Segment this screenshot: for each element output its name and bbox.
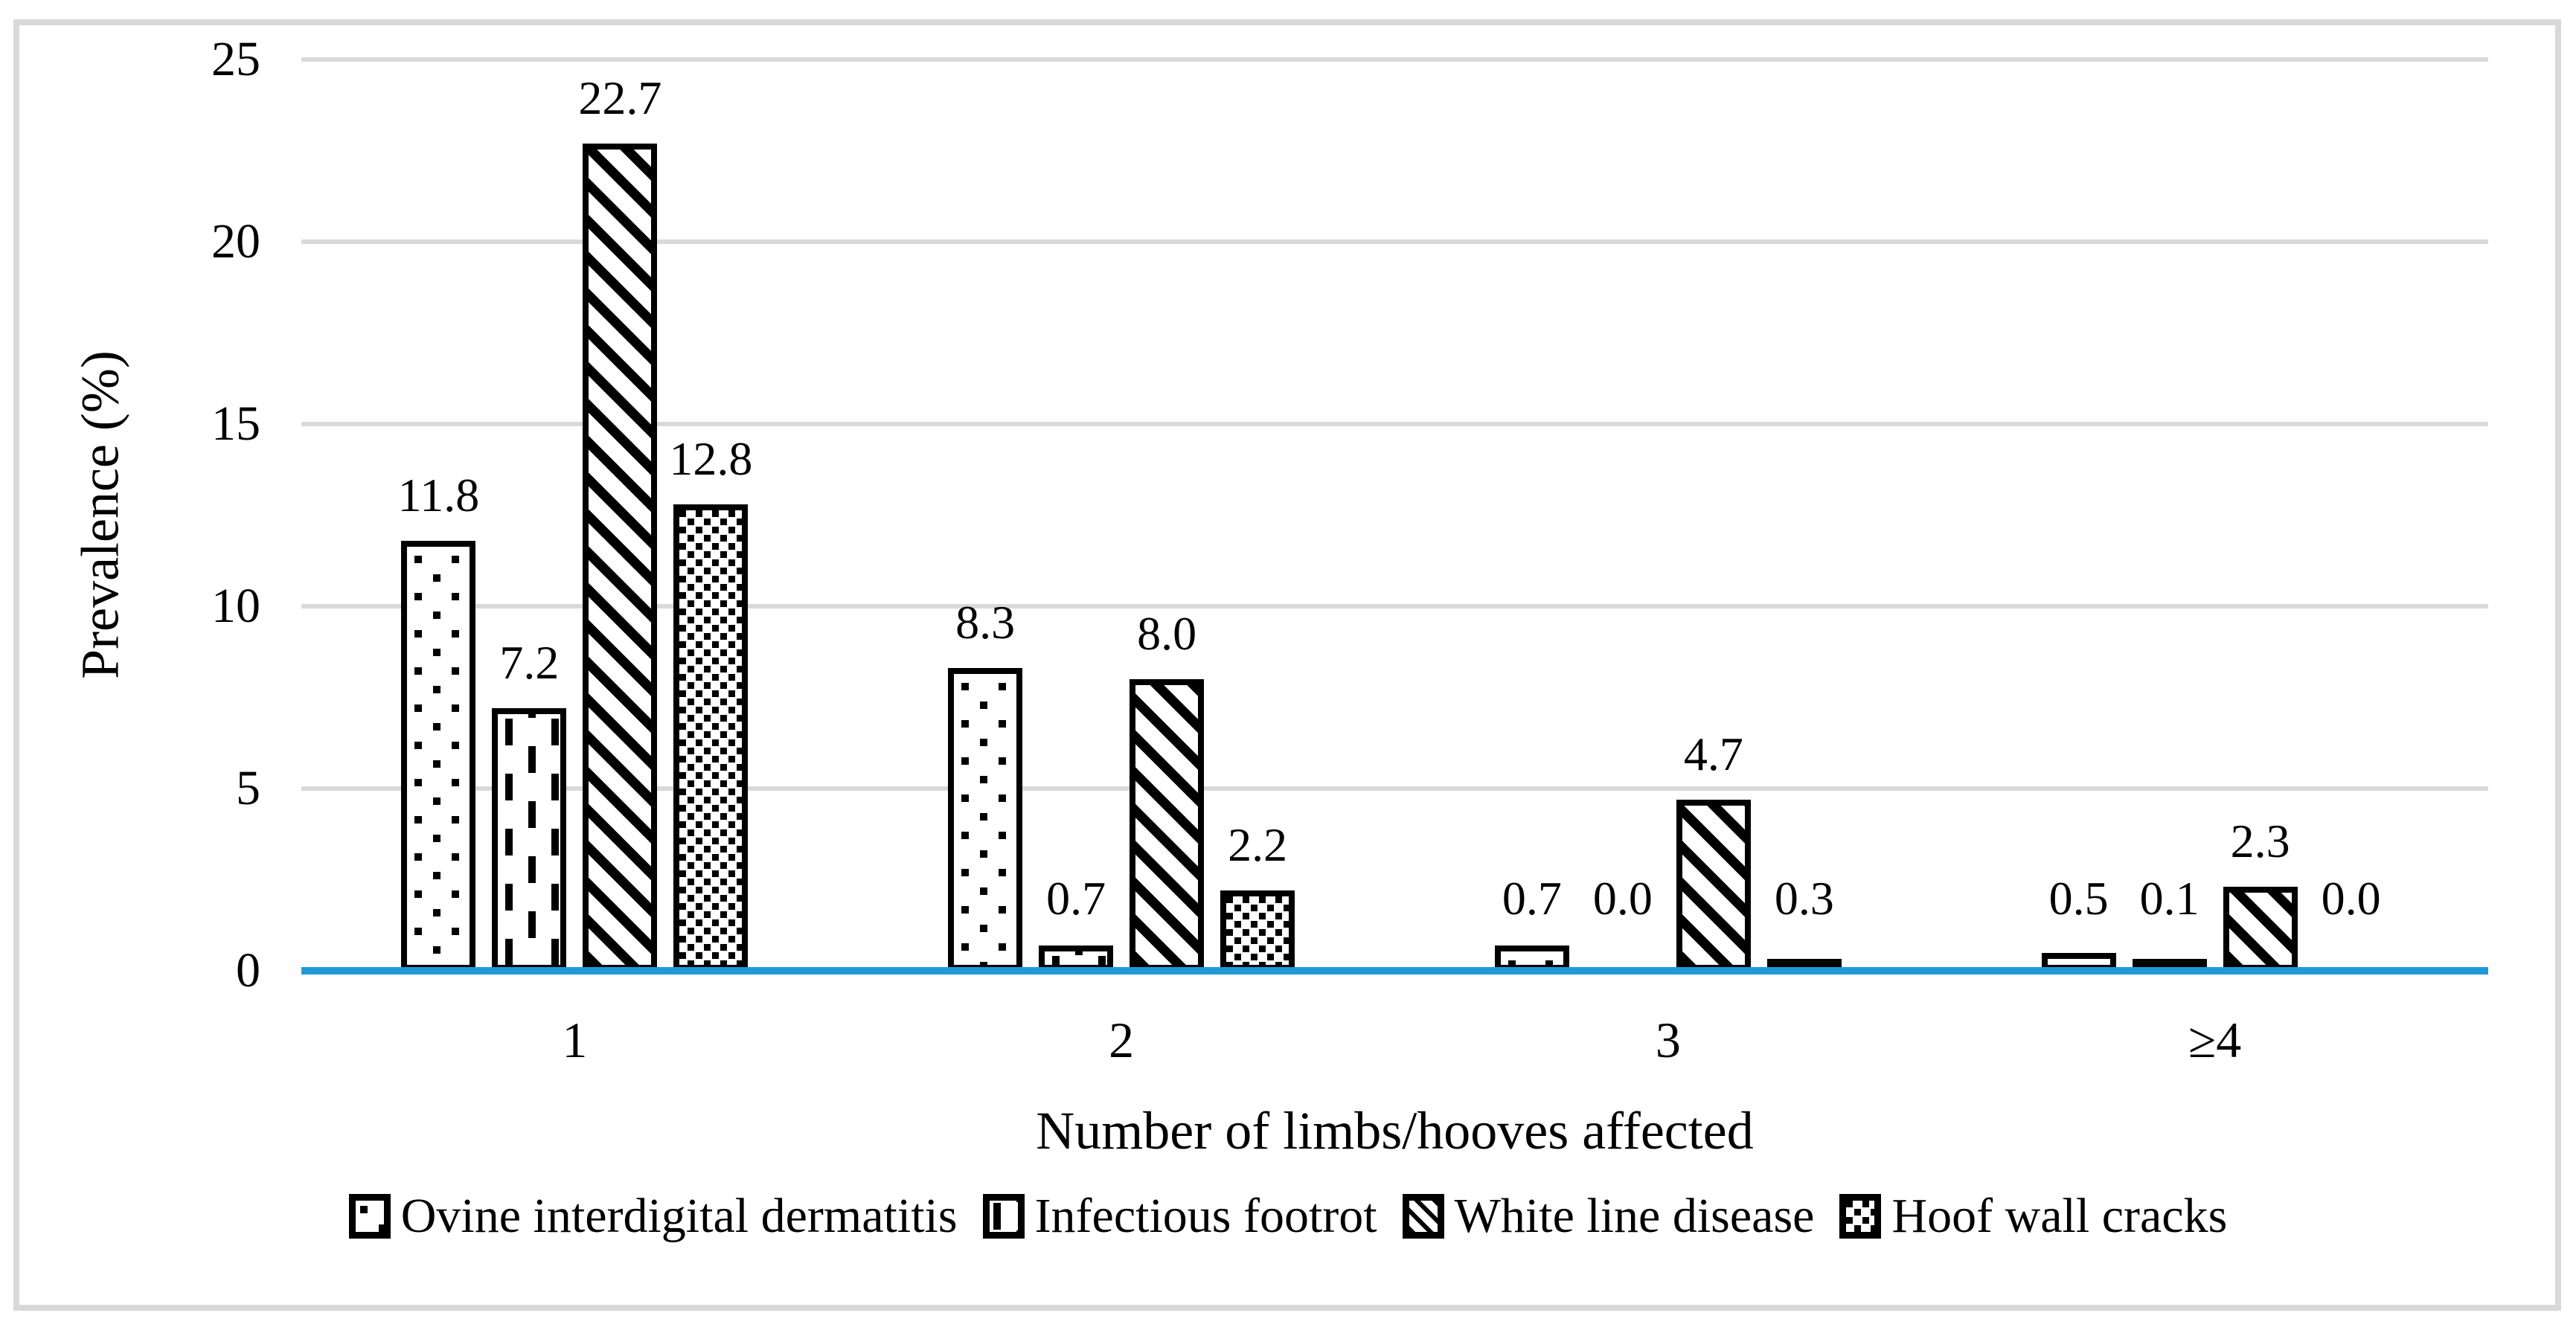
bar-value-label-hoof-wall-cracks-2: 2.2 bbox=[1228, 818, 1288, 872]
bar-cell-hoof-wall-cracks--4: 0.0 bbox=[2314, 60, 2388, 971]
bar-value-label-white-line-disease-1: 22.7 bbox=[578, 71, 662, 124]
bar-cell-infectious-footrot--4: 0.1 bbox=[2132, 60, 2207, 971]
bar-groups: 11.8 7.2 22.7 12.8 1 8.3 0.7 8.0 2.2 2 0.7 0.0 4.7 0.… bbox=[301, 60, 2488, 1066]
bar-hoof-wall-cracks-1 bbox=[673, 504, 749, 971]
bar-value-label-ovine-interdigital-dermatitis-3: 0.7 bbox=[1502, 872, 1562, 925]
category-label-3: 3 bbox=[1655, 1012, 1681, 1068]
bar-value-label-infectious-footrot--4: 0.1 bbox=[2139, 872, 2199, 925]
legend-label-hoof-wall-cracks: Hoof wall cracks bbox=[1891, 1189, 2228, 1243]
bar-white-line-disease-1 bbox=[583, 143, 658, 971]
bar-ovine-interdigital-dermatitis-2 bbox=[948, 668, 1023, 971]
bar-cell-infectious-footrot-3: 0.0 bbox=[1586, 60, 1660, 971]
category-label-1: 1 bbox=[562, 1012, 588, 1068]
bar-value-label-ovine-interdigital-dermatitis-1: 11.8 bbox=[397, 468, 480, 521]
bar-cell-hoof-wall-cracks-1: 12.8 bbox=[669, 60, 752, 971]
legend-item-hoof-wall-cracks: Hoof wall cracks bbox=[1839, 1190, 2227, 1242]
legend-swatch-vertical-dashes-icon bbox=[982, 1194, 1025, 1239]
gridline-15 bbox=[301, 422, 2488, 426]
category-group-1: 11.8 7.2 22.7 12.8 1 bbox=[301, 60, 848, 1066]
category-group-3: 0.7 0.0 4.7 0.3 3 bbox=[1395, 60, 1942, 1066]
bar-cell-ovine-interdigital-dermatitis-1: 11.8 bbox=[398, 60, 479, 971]
bar-infectious-footrot-1 bbox=[492, 708, 567, 971]
y-tick-label-25: 25 bbox=[211, 32, 260, 86]
category-label--4: ≥4 bbox=[2188, 1012, 2242, 1068]
bar-hoof-wall-cracks-2 bbox=[1220, 890, 1295, 971]
legend-item-ovine-interdigital-dermatitis: Ovine interdigital dermatitis bbox=[348, 1189, 958, 1243]
bar-cell-hoof-wall-cracks-2: 2.2 bbox=[1220, 60, 1295, 971]
gridline-5 bbox=[301, 786, 2488, 791]
bar-cell-ovine-interdigital-dermatitis-2: 8.3 bbox=[948, 60, 1023, 971]
y-tick-label-10: 10 bbox=[211, 579, 260, 633]
y-tick-label-0: 0 bbox=[236, 943, 260, 998]
x-axis-title: Number of limbs/hooves affected bbox=[1036, 1101, 1754, 1160]
figure-border-frame bbox=[13, 19, 2561, 1311]
legend-label-white-line-disease: White line disease bbox=[1454, 1189, 1815, 1243]
bar-cell-infectious-footrot-2: 0.7 bbox=[1039, 60, 1114, 971]
bar-cell-hoof-wall-cracks-3: 0.3 bbox=[1766, 60, 1842, 971]
bar-value-label-white-line-disease-2: 8.0 bbox=[1137, 607, 1197, 660]
bar-cell-ovine-interdigital-dermatitis-3: 0.7 bbox=[1494, 60, 1569, 971]
legend-swatch-sparse-square-dots-icon bbox=[348, 1194, 391, 1239]
bar-value-label-ovine-interdigital-dermatitis--4: 0.5 bbox=[2048, 872, 2109, 925]
bar-value-label-hoof-wall-cracks--4: 0.0 bbox=[2321, 872, 2381, 925]
y-tick-label-20: 20 bbox=[211, 214, 260, 269]
bar-ovine-interdigital-dermatitis-1 bbox=[401, 540, 476, 971]
bar-white-line-disease-3 bbox=[1676, 799, 1751, 971]
legend-item-white-line-disease: White line disease bbox=[1402, 1189, 1815, 1243]
y-tick-label-15: 15 bbox=[211, 396, 260, 451]
bar-cell-infectious-footrot-1: 7.2 bbox=[492, 60, 567, 971]
legend-label-infectious-footrot: Infectious footrot bbox=[1034, 1189, 1377, 1243]
bar-value-label-white-line-disease--4: 2.3 bbox=[2230, 815, 2290, 868]
legend-swatch-dense-square-dots-icon bbox=[1839, 1194, 1882, 1239]
bar-cell-white-line-disease-3: 4.7 bbox=[1676, 60, 1751, 971]
category-group--4: 0.5 0.1 2.3 0.0 ≥4 bbox=[1941, 60, 2488, 1066]
bar-value-label-infectious-footrot-1: 7.2 bbox=[499, 636, 560, 690]
bar-cell-ovine-interdigital-dermatitis--4: 0.5 bbox=[2041, 60, 2116, 971]
bar-value-label-hoof-wall-cracks-1: 12.8 bbox=[669, 431, 753, 485]
x-axis-baseline bbox=[301, 967, 2488, 975]
category-label-2: 2 bbox=[1109, 1012, 1135, 1068]
bar-value-label-infectious-footrot-3: 0.0 bbox=[1592, 872, 1653, 925]
bar-value-label-ovine-interdigital-dermatitis-2: 8.3 bbox=[955, 596, 1016, 649]
bar-value-label-infectious-footrot-2: 0.7 bbox=[1046, 872, 1106, 925]
bar-cell-white-line-disease-2: 8.0 bbox=[1130, 60, 1205, 971]
gridline-10 bbox=[301, 604, 2488, 609]
bar-value-label-white-line-disease-3: 4.7 bbox=[1683, 727, 1743, 780]
bar-cell-white-line-disease--4: 2.3 bbox=[2223, 60, 2298, 971]
gridline-20 bbox=[301, 240, 2488, 244]
bar-white-line-disease-2 bbox=[1130, 679, 1205, 971]
bar-cell-white-line-disease-1: 22.7 bbox=[578, 60, 661, 971]
bar-value-label-hoof-wall-cracks-3: 0.3 bbox=[1774, 872, 1834, 925]
category-group-2: 8.3 0.7 8.0 2.2 2 bbox=[848, 60, 1395, 1066]
legend-label-ovine-interdigital-dermatitis: Ovine interdigital dermatitis bbox=[400, 1189, 958, 1243]
legend-item-infectious-footrot: Infectious footrot bbox=[982, 1189, 1377, 1243]
plot-area: 11.8 7.2 22.7 12.8 1 8.3 0.7 8.0 2.2 2 0.7 0.0 4.7 0.… bbox=[211, 32, 2488, 1066]
legend: Ovine interdigital dermatitis Infectious … bbox=[0, 1190, 2576, 1242]
y-tick-label-5: 5 bbox=[236, 761, 260, 815]
legend-swatch-diagonal-stripes-icon bbox=[1402, 1194, 1444, 1239]
gridline-25 bbox=[301, 57, 2488, 62]
bar-white-line-disease--4 bbox=[2223, 887, 2298, 971]
